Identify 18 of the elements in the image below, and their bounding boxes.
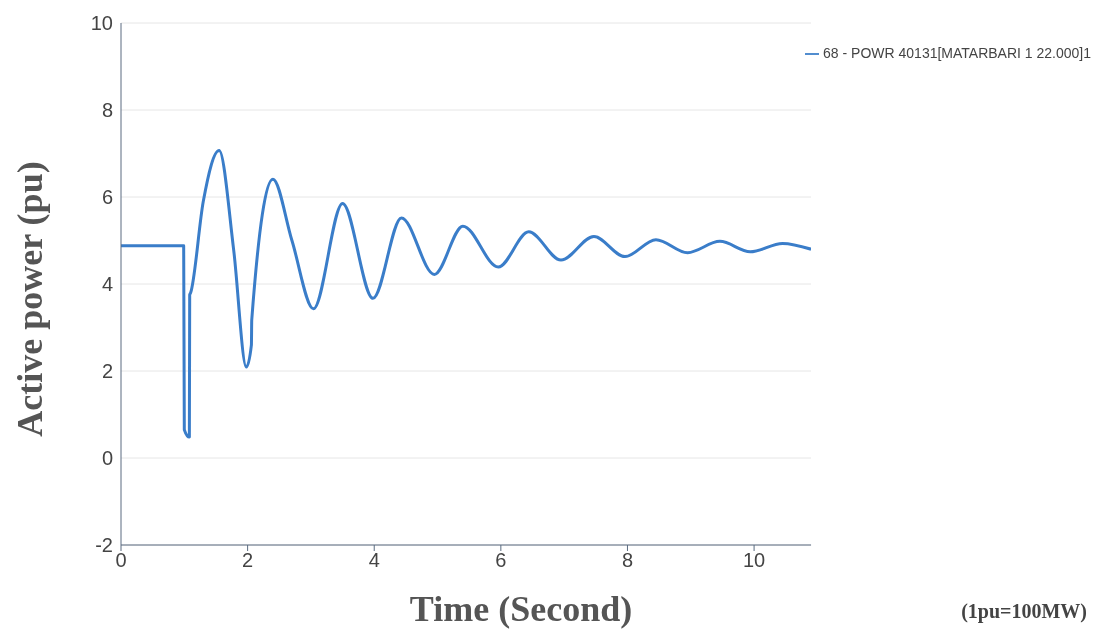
y-axis-title: Active power (pu): [9, 161, 51, 437]
y-tick-label: 8: [101, 99, 113, 122]
x-tick-label: 10: [742, 549, 766, 572]
y-tick-label: 0: [101, 447, 113, 470]
line-series: [121, 148, 812, 439]
y-tick-label: 4: [101, 273, 113, 296]
y-tick-label: 10: [90, 12, 113, 35]
x-tick-label: 2: [242, 549, 254, 572]
y-tick-label: 6: [101, 186, 113, 209]
x-tick-label: 8: [621, 549, 634, 572]
legend-label: 68 - POWR 40131[MATARBARI 1 22.000]1: [823, 45, 1091, 61]
x-axis-title: Time (Second): [408, 588, 634, 630]
text: (1pu=100MW): [961, 600, 1087, 623]
x-tick-label: 6: [495, 549, 507, 572]
y-tick-label: -2: [95, 534, 113, 557]
y-tick-label: 2: [101, 360, 113, 383]
x-tick-label: 0: [115, 549, 127, 572]
x-tick-label: 4: [368, 549, 380, 572]
